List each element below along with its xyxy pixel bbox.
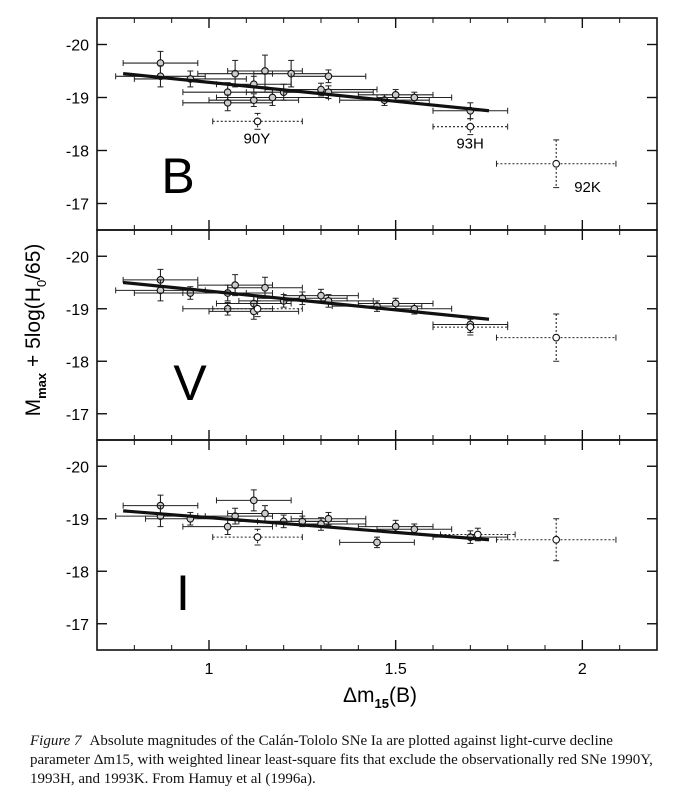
excluded-point-marker: [466, 323, 475, 331]
chart-panel-v: -20 -19 -18 -17 V: [66, 229, 658, 441]
y-tick-label: -17: [66, 407, 89, 424]
fit-line: [123, 509, 490, 542]
data-point-marker: [324, 72, 333, 81]
data-point-marker: [249, 496, 258, 505]
y-tick-label: -17: [66, 617, 89, 634]
data-point-marker: [324, 514, 333, 523]
x-tick-label: 1: [205, 661, 214, 678]
excluded-point-marker: [473, 530, 482, 539]
fit-line: [122, 72, 490, 113]
data-point-marker: [223, 522, 232, 531]
data-point-marker: [391, 90, 400, 99]
y-axis-label-main: M: [22, 399, 45, 417]
data-point-marker: [261, 283, 269, 292]
y-axis-label-end: /65): [22, 244, 45, 280]
data-point-marker: [223, 98, 232, 107]
chart-panels: -20 -19 -18 -17 B 90Y 93H 92K -20 -19 -18 -17 V -20 -1…: [66, 17, 658, 678]
excluded-point-marker: [253, 304, 262, 313]
x-axis-label-sub: 15: [375, 696, 389, 711]
data-point-marker: [391, 299, 400, 308]
x-tick-label: 1.5: [385, 661, 407, 678]
y-tick-label: -20: [66, 459, 89, 476]
y-axis-label-sub2: 0: [34, 280, 49, 287]
data-point-marker: [410, 525, 419, 534]
data-point-marker: [249, 96, 258, 104]
band-label: B: [161, 148, 194, 204]
excluded-point-marker: [552, 333, 561, 342]
figure-canvas: -20 -19 -18 -17 B 90Y 93H 92K -20 -19 -18 -17 V -20 -1…: [22, 17, 658, 711]
excluded-point-marker: [552, 159, 561, 168]
x-axis-label-main: Δm: [343, 684, 375, 707]
point-label-93h: 93H: [456, 136, 484, 153]
chart-panel-i: -20 -19 -18 -17 I: [66, 439, 658, 651]
y-tick-label: -18: [66, 564, 89, 581]
x-tick-label: 2: [578, 661, 587, 678]
y-tick-label: -19: [66, 302, 89, 319]
y-tick-label: -18: [66, 354, 89, 371]
y-tick-label: -19: [66, 512, 89, 529]
caption-lead: Figure 7: [30, 733, 82, 749]
y-axis-label-sub: max: [34, 372, 49, 399]
excluded-point-marker: [253, 117, 262, 126]
y-tick-label: -20: [66, 38, 89, 55]
figure-caption: Figure 7 Absolute magnitudes of the Calán…: [30, 732, 660, 789]
panel-frame: [96, 439, 658, 651]
data-point-marker: [231, 69, 239, 78]
band-label: V: [173, 355, 207, 411]
excluded-point-marker: [253, 533, 262, 541]
data-point-marker: [317, 291, 325, 300]
data-point-marker: [231, 281, 239, 289]
point-label-90y: 90Y: [244, 130, 271, 147]
data-point-marker: [223, 304, 232, 313]
data-point-marker: [373, 538, 381, 547]
y-axis-label-rest: + 5log(H: [22, 287, 45, 373]
y-tick-label: -18: [66, 144, 89, 161]
band-label: I: [176, 565, 190, 621]
data-point-marker: [391, 522, 400, 531]
caption-text: Absolute magnitudes of the Calán-Tololo …: [30, 733, 653, 787]
excluded-point-marker: [466, 122, 475, 131]
point-label-92k: 92K: [574, 179, 601, 196]
data-point-marker: [268, 93, 277, 102]
data-point-marker: [410, 93, 419, 102]
x-axis-label: Δm15(B): [343, 684, 417, 711]
y-tick-label: -17: [66, 197, 89, 214]
y-tick-label: -19: [66, 91, 89, 108]
fit-line: [122, 280, 490, 321]
x-axis-label-end: (B): [389, 684, 417, 707]
data-point-marker: [261, 67, 269, 75]
y-tick-label: -20: [66, 249, 89, 266]
y-axis-label: Mmax + 5log(H0/65): [22, 244, 49, 417]
data-point-marker: [261, 509, 269, 518]
excluded-point-marker: [552, 535, 561, 544]
chart-panel-b: -20 -19 -18 -17 B 90Y 93H 92K: [66, 17, 658, 231]
